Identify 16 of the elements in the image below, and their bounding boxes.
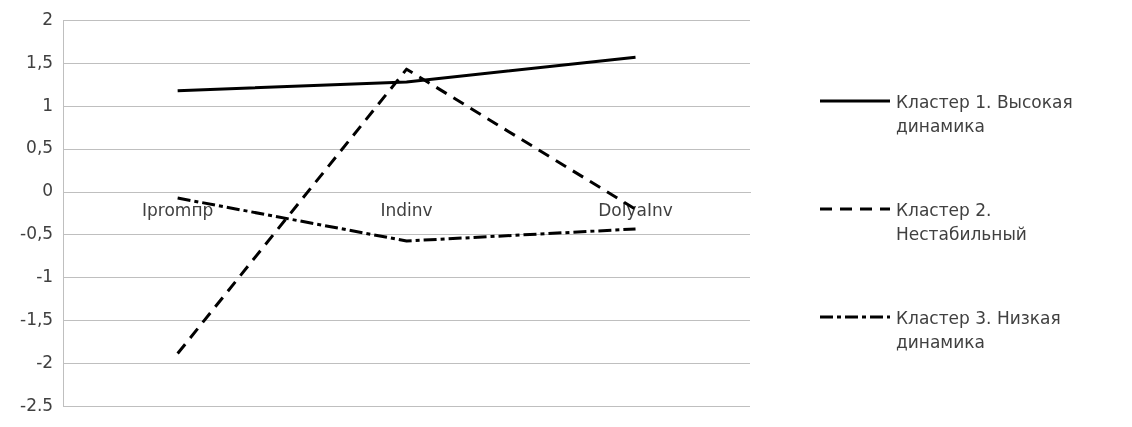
y-tick-label: -2.5 <box>20 395 54 416</box>
y-tick-label: 1,5 <box>26 51 54 72</box>
y-tick-label: -0,5 <box>20 223 54 244</box>
x-tick-label: Indinv <box>380 199 433 220</box>
legend-label: Кластер 2. Нестабильный <box>896 199 1028 246</box>
y-tick-label: 0 <box>42 180 54 201</box>
y-tick-label: 0,5 <box>26 137 54 158</box>
y-tick-label: -1,5 <box>20 309 54 330</box>
y-tick-label: -1 <box>36 266 54 287</box>
legend-label: Кластер 1. Высокая динамика <box>896 91 1074 138</box>
legend-label: Кластер 3. Низкая динамика <box>896 307 1062 354</box>
y-tick-label: -2 <box>36 352 54 373</box>
y-tick-label: 1 <box>42 94 54 115</box>
x-tick-label: DolyaInv <box>598 199 673 220</box>
x-tick-label: Ipromпр <box>141 199 214 220</box>
y-tick-label: 2 <box>42 8 54 29</box>
